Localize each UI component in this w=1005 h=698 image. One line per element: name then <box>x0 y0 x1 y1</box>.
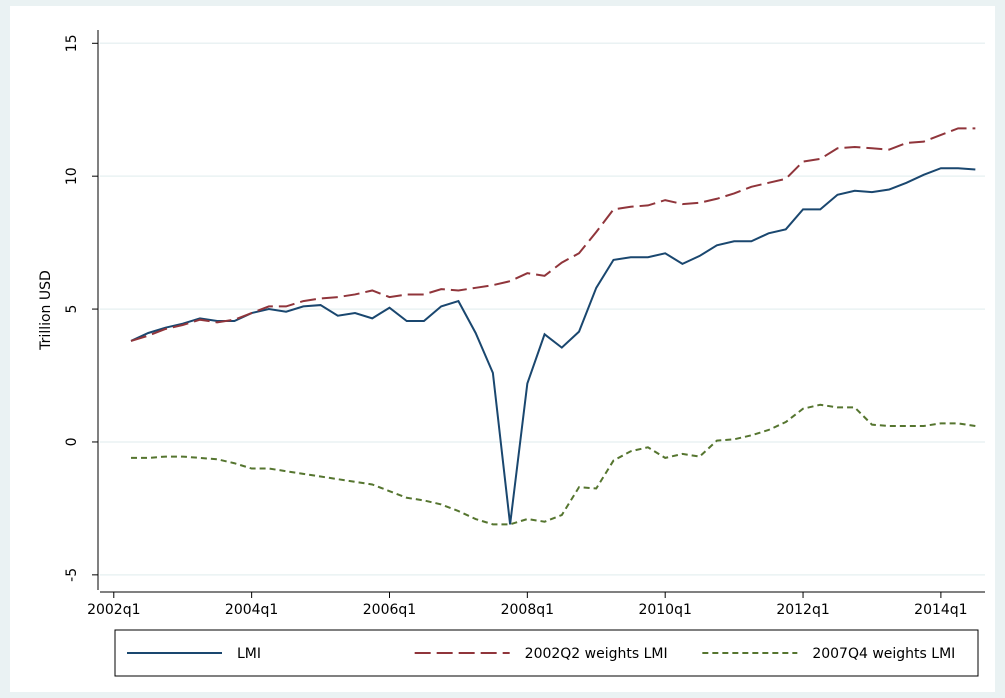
x-tick-label: 2010q1 <box>638 602 691 618</box>
x-tick-label: 2012q1 <box>776 602 829 618</box>
series-line <box>130 127 976 342</box>
y-tick-label: -5 <box>64 568 80 582</box>
y-tick-label: 5 <box>64 305 80 314</box>
y-tick-label: 15 <box>64 34 80 52</box>
series-line <box>131 403 976 526</box>
y-tick-label: 10 <box>64 167 80 185</box>
series-line <box>130 167 976 525</box>
y-axis-title: Trillion USD <box>38 270 54 351</box>
x-tick-label: 2002q1 <box>87 602 140 618</box>
graph-region <box>10 6 995 692</box>
legend-box <box>114 629 979 677</box>
legend-label: 2007Q4 weights LMI <box>812 646 955 662</box>
legend-label: LMI <box>237 646 261 662</box>
x-tick-label: 2006q1 <box>363 602 416 618</box>
x-tick-label: 2004q1 <box>225 602 278 618</box>
legend-label: 2002Q2 weights LMI <box>525 646 668 662</box>
y-tick-label: 0 <box>64 437 80 446</box>
x-tick-label: 2008q1 <box>501 602 554 618</box>
x-tick-label: 2014q1 <box>914 602 967 618</box>
